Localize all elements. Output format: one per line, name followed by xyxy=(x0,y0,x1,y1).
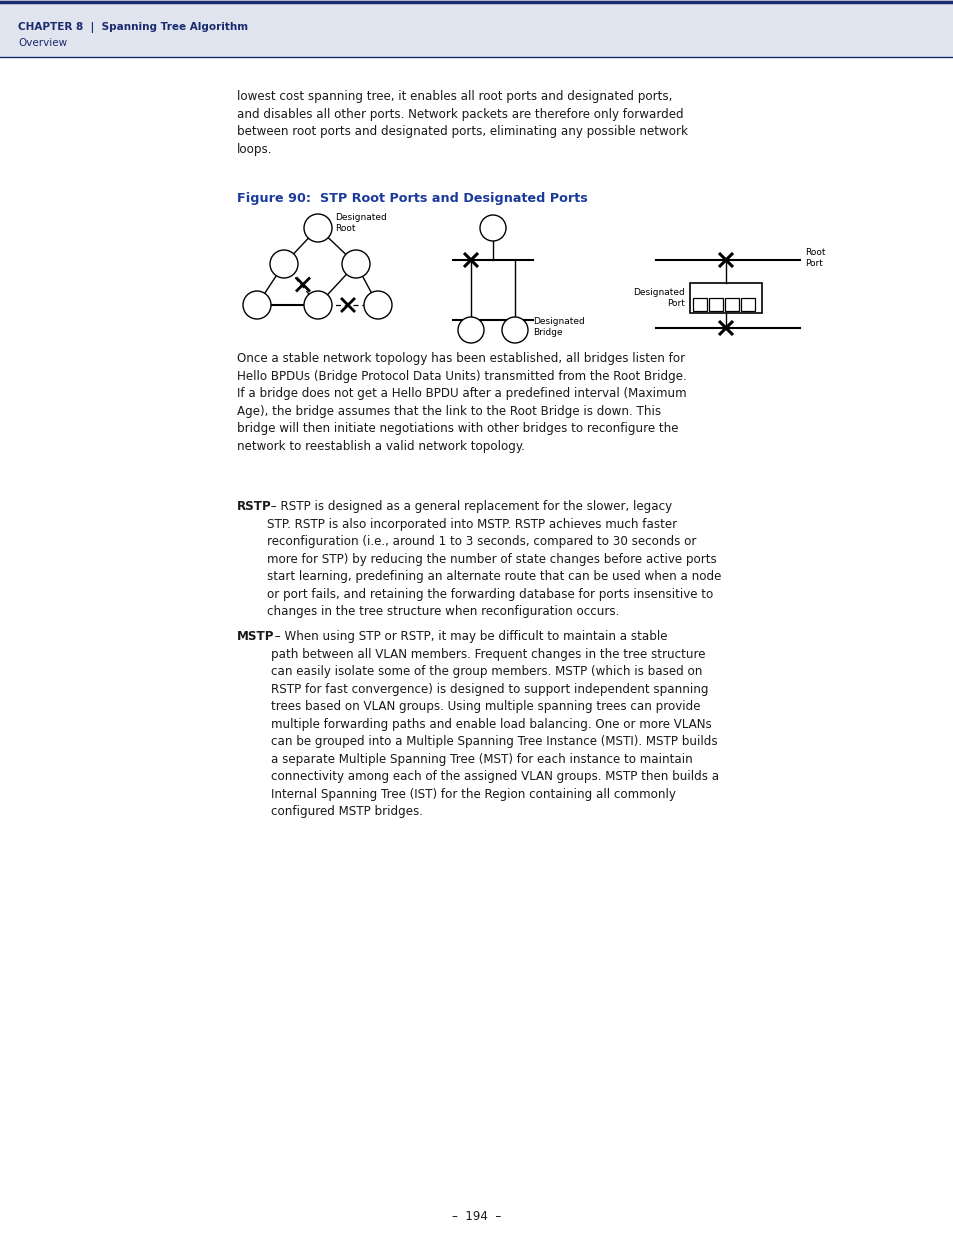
Circle shape xyxy=(304,214,332,242)
Text: CHAPTER 8  |  Spanning Tree Algorithm: CHAPTER 8 | Spanning Tree Algorithm xyxy=(18,22,248,33)
Circle shape xyxy=(243,291,271,319)
Text: –  194  –: – 194 – xyxy=(452,1210,501,1223)
Circle shape xyxy=(479,215,505,241)
Circle shape xyxy=(364,291,392,319)
Text: Designated
Port: Designated Port xyxy=(633,288,684,308)
Bar xyxy=(0,0,953,58)
Text: Figure 90:  STP Root Ports and Designated Ports: Figure 90: STP Root Ports and Designated… xyxy=(236,191,587,205)
Text: lowest cost spanning tree, it enables all root ports and designated ports,
and d: lowest cost spanning tree, it enables al… xyxy=(236,90,687,156)
Bar xyxy=(740,298,754,311)
Bar xyxy=(724,298,739,311)
Text: – RSTP is designed as a general replacement for the slower, legacy
STP. RSTP is : – RSTP is designed as a general replacem… xyxy=(267,500,720,618)
Text: Overview: Overview xyxy=(18,38,67,48)
Text: RSTP: RSTP xyxy=(236,500,272,513)
Circle shape xyxy=(341,249,370,278)
Bar xyxy=(692,298,706,311)
Circle shape xyxy=(457,317,483,343)
Bar xyxy=(708,298,722,311)
Text: Once a stable network topology has been established, all bridges listen for
Hell: Once a stable network topology has been … xyxy=(236,352,686,452)
Bar xyxy=(689,283,761,312)
Text: Designated
Root: Designated Root xyxy=(335,214,386,232)
Text: – When using STP or RSTP, it may be difficult to maintain a stable
path between : – When using STP or RSTP, it may be diff… xyxy=(271,630,719,818)
Text: MSTP: MSTP xyxy=(236,630,274,643)
Text: Designated
Bridge: Designated Bridge xyxy=(533,317,584,337)
Circle shape xyxy=(304,291,332,319)
Circle shape xyxy=(501,317,527,343)
Circle shape xyxy=(270,249,297,278)
Text: Root
Port: Root Port xyxy=(804,248,824,268)
